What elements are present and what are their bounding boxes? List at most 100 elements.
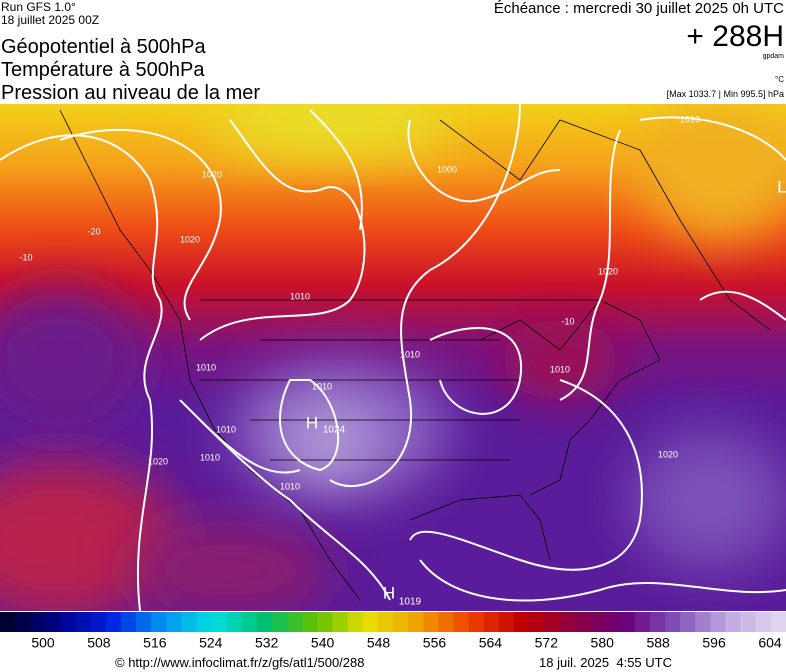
map-label: 1020 <box>180 234 200 244</box>
colorbar-swatch <box>362 612 379 632</box>
map-label: 1024 <box>323 425 346 436</box>
map-label: -10 <box>19 252 32 262</box>
colorbar-swatch <box>136 612 152 632</box>
colorbar-swatch <box>226 612 243 632</box>
colorbar-swatch <box>0 612 16 632</box>
colorbar-swatch <box>544 612 560 632</box>
title: Géopotentiel à 500hPa <box>1 36 206 58</box>
colorbar-swatch <box>196 612 213 632</box>
colorbar-swatch <box>589 612 606 632</box>
map-label: -20 <box>87 226 100 236</box>
map-label: 1010 <box>216 424 236 434</box>
unit-gp: gpdam <box>762 53 784 60</box>
lead-time: + 288H <box>686 20 784 53</box>
colorbar-swatch <box>302 612 318 632</box>
map-label: 1000 <box>437 164 457 174</box>
colorbar-swatch <box>695 612 711 632</box>
colorbar-swatch <box>740 612 757 632</box>
colorbar-swatch <box>619 612 636 632</box>
colorbar-swatch <box>211 612 228 632</box>
map-label: H <box>383 583 395 602</box>
colorbar-label: 500 <box>31 635 55 651</box>
map-label: 1020 <box>148 456 168 466</box>
colorbar-swatch <box>755 612 772 632</box>
colorbar-swatch <box>241 612 258 632</box>
colorbar-swatch <box>75 612 92 632</box>
colorbar-swatch <box>604 612 621 632</box>
colorbar-swatch <box>272 612 288 632</box>
colorbar-label: 580 <box>591 635 615 651</box>
colorbar-label: 572 <box>535 635 559 651</box>
map-label: L <box>777 177 786 196</box>
colorbar-swatch <box>60 612 77 632</box>
colorbar-swatch <box>498 612 515 632</box>
colorbar-swatch <box>166 612 182 632</box>
colorbar-swatch <box>393 612 409 632</box>
colorbar-swatch <box>181 612 197 632</box>
map-label: 1010 <box>550 364 570 374</box>
run-date: 18 juillet 2025 00Z <box>1 13 100 27</box>
colorbar-label: 556 <box>423 635 447 651</box>
colorbar-swatch <box>423 612 439 632</box>
colorbar-label: 524 <box>199 635 223 651</box>
map-label: 1020 <box>658 449 678 459</box>
colorbar-swatch <box>725 612 742 632</box>
colorbar-swatch <box>665 612 681 632</box>
map-label: 1020 <box>202 169 222 179</box>
title: Température à 500hPa <box>1 59 205 81</box>
colorbar-label: 596 <box>702 635 726 651</box>
colorbar-swatch <box>574 612 590 632</box>
unit-temp: °C <box>775 75 784 84</box>
map-label: 1010 <box>400 349 420 359</box>
colorbar-swatch <box>30 612 46 632</box>
colorbar-label: 516 <box>143 635 167 651</box>
colorbar-swatch <box>287 612 303 632</box>
map-label: 1010 <box>290 291 310 301</box>
colorbar-swatch <box>770 612 786 632</box>
colorbar-swatch <box>105 612 122 632</box>
map-label: 1010 <box>200 452 220 462</box>
colorbar-swatch <box>453 612 470 632</box>
colorbar-swatch <box>559 612 575 632</box>
colorbar-swatch <box>377 612 394 632</box>
colorbar-swatch <box>151 612 167 632</box>
colorbar-label: 588 <box>646 635 670 651</box>
colorbar-swatch <box>120 612 137 632</box>
generated-time: 18 juil. 2025 4:55 UTC <box>539 655 672 670</box>
colorbar-swatch <box>468 612 485 632</box>
colorbar-swatch <box>649 612 666 632</box>
map-label: 1019 <box>399 597 422 608</box>
colorbar-swatch <box>680 612 696 632</box>
map-label: 1010 <box>196 362 216 372</box>
map-label: 1020 <box>598 266 618 276</box>
colorbar-label: 564 <box>479 635 503 651</box>
colorbar-swatch <box>347 612 364 632</box>
map-label: 1010 <box>312 381 332 391</box>
map-label: -10 <box>561 316 574 326</box>
run: Run GFS 1.0° <box>1 0 76 14</box>
colorbar-label: 548 <box>367 635 391 651</box>
colorbar-label: 532 <box>255 635 279 651</box>
colorbar-swatch <box>438 612 454 632</box>
colorbar-swatch <box>529 612 545 632</box>
map-field: 1010 1020 1020 1010 1000 1010 1010 1010 1020 1010… <box>0 104 786 611</box>
colorbar-swatch <box>408 612 424 632</box>
map-label: H <box>306 413 318 432</box>
title: Pression au niveau de la mer <box>1 82 261 104</box>
source-url: © http://www.infoclimat.fr/z/gfs/atl1/50… <box>115 655 365 670</box>
map-label: 1010 <box>680 114 700 124</box>
map-label: 1010 <box>280 481 300 491</box>
pressure-range: [Max 1033.7 | Min 995.5] hPa <box>666 89 784 99</box>
colorbar: 500 508 516 524 532 540 548 556 564 572 580 588 596 6… <box>0 612 786 651</box>
colorbar-label: 604 <box>758 635 782 651</box>
colorbar-swatch <box>710 612 727 632</box>
colorbar-swatch <box>332 612 349 632</box>
colorbar-swatch <box>256 612 273 632</box>
colorbar-swatch <box>317 612 334 632</box>
colorbar-swatch <box>634 612 651 632</box>
colorbar-label: 540 <box>311 635 335 651</box>
colorbar-swatch <box>15 612 31 632</box>
colorbar-label: 508 <box>87 635 111 651</box>
colorbar-swatch <box>483 612 500 632</box>
